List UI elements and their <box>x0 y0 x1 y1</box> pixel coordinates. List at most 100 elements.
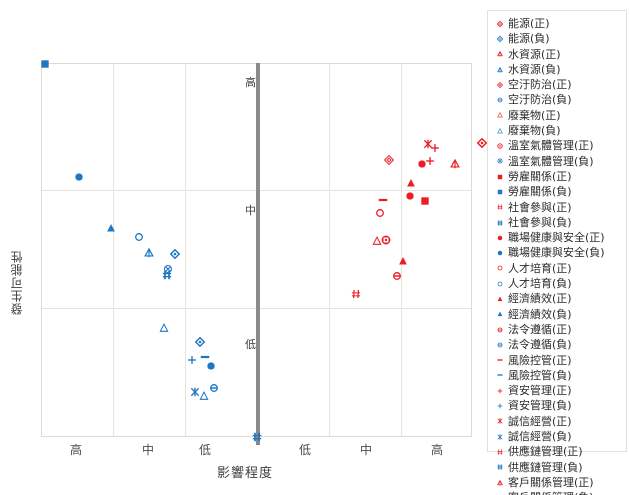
legend-item[interactable]: 溫室氣體管理(負) <box>493 154 624 169</box>
scatter-point-triangle-bar-negative[interactable] <box>144 247 154 258</box>
scatter-point-triangle-fill-positive[interactable] <box>399 256 407 265</box>
legend-item-label: 誠信經營(負) <box>508 430 572 444</box>
scatter-point-triangle-fill-positive[interactable] <box>407 178 415 187</box>
legend-item[interactable]: 勞雇關係(正) <box>493 169 624 184</box>
legend-item[interactable]: 勞雇關係(負) <box>493 184 624 199</box>
scatter-point-circle-fill-negative[interactable] <box>207 362 215 370</box>
scatter-point-circle-open-negative[interactable] <box>135 233 143 241</box>
legend-item-label: 經濟績效(負) <box>508 307 572 321</box>
scatter-point-hash-bold-negative[interactable] <box>162 270 172 280</box>
xtick-label: 中 <box>359 443 373 457</box>
legend-item[interactable]: 風險控管(負) <box>493 368 624 383</box>
legend-item[interactable]: 客戶關係管理(正) <box>493 475 624 490</box>
scatter-point-triangle-open-negative[interactable] <box>159 323 169 332</box>
hash-thin-icon <box>493 200 507 214</box>
legend-item[interactable]: 人才培育(負) <box>493 276 624 291</box>
legend-item-label: 客戶關係管理(正) <box>508 475 594 489</box>
scatter-point-dash-positive[interactable] <box>378 198 388 202</box>
scatter-point-triangle-open-positive[interactable] <box>372 236 382 245</box>
legend-item[interactable]: 廢棄物(負) <box>493 123 624 138</box>
legend-item[interactable]: 能源(正) <box>493 16 624 31</box>
legend-item-label: 法令遵循(負) <box>508 338 572 352</box>
legend-item[interactable]: 職場健康與安全(負) <box>493 245 624 260</box>
diamond-dot-icon <box>493 17 507 31</box>
legend-item[interactable]: 資安管理(負) <box>493 398 624 413</box>
scatter-point-circle-fill-negative[interactable] <box>75 173 83 181</box>
scatter-point-circle-fill-positive[interactable] <box>418 160 426 168</box>
legend-item-label: 誠信經營(正) <box>508 414 572 428</box>
legend-item-label: 勞雇關係(正) <box>508 169 572 183</box>
scatter-point-circle-cross-negative[interactable] <box>163 264 173 274</box>
legend-item[interactable]: 人才培育(正) <box>493 261 624 276</box>
scatter-point-x-star-negative[interactable] <box>190 387 200 397</box>
legend-item[interactable]: 社會參與(負) <box>493 215 624 230</box>
legend-item-label: 供應鏈管理(負) <box>508 460 583 474</box>
legend-item[interactable]: 能源(負) <box>493 31 624 46</box>
legend-item-label: 溫室氣體管理(負) <box>508 154 594 168</box>
triangle-open-icon <box>493 124 507 138</box>
scatter-point-circle-open-positive[interactable] <box>376 209 384 217</box>
legend-item-label: 溫室氣體管理(正) <box>508 139 594 153</box>
legend-item[interactable]: 法令遵循(正) <box>493 322 624 337</box>
legend-item-label: 職場健康與安全(正) <box>508 231 605 245</box>
legend-item[interactable]: 風險控管(正) <box>493 353 624 368</box>
legend-item-label: 水資源(正) <box>508 47 561 61</box>
scatter-point-square-negative[interactable] <box>41 60 49 68</box>
scatter-point-triangle-open-negative[interactable] <box>199 391 209 400</box>
xtick-label: 低 <box>198 443 212 457</box>
scatter-point-circle-fill-positive[interactable] <box>406 192 414 200</box>
scatter-point-triangle-bar-positive[interactable] <box>450 158 460 169</box>
xtick-label: 高 <box>430 443 444 457</box>
scatter-point-triangle-fill-negative[interactable] <box>107 223 115 232</box>
legend-item-label: 資安管理(正) <box>508 384 572 398</box>
hash-bold-icon <box>493 460 507 474</box>
y-axis-title: 發生可能性 <box>10 250 24 315</box>
circle-cross-icon <box>493 154 507 168</box>
legend-item[interactable]: 廢棄物(正) <box>493 108 624 123</box>
legend-item-label: 職場健康與安全(負) <box>508 246 605 260</box>
circle-minus-icon <box>493 323 507 337</box>
scatter-point-diamond-open-positive[interactable] <box>383 154 395 166</box>
legend-item[interactable]: 水資源(正) <box>493 47 624 62</box>
scatter-point-diamond-dot-negative[interactable] <box>169 248 181 260</box>
triangle-bar-icon <box>493 47 507 61</box>
legend-item[interactable]: 空汙防治(負) <box>493 92 624 107</box>
scatter-point-hash-thin-positive[interactable] <box>351 289 361 299</box>
legend-item[interactable]: 客戶關係管理(負) <box>493 490 624 495</box>
legend-item[interactable]: 資安管理(正) <box>493 383 624 398</box>
legend-item-label: 資安管理(負) <box>508 399 572 413</box>
legend-item[interactable]: 空汙防治(正) <box>493 77 624 92</box>
legend-item[interactable]: 法令遵循(負) <box>493 337 624 352</box>
zone-label-medium: 中 <box>245 204 256 217</box>
triangle-fill-icon <box>493 307 507 321</box>
legend-item[interactable]: 社會參與(正) <box>493 200 624 215</box>
triangle-bar-icon <box>493 63 507 77</box>
scatter-point-square-positive[interactable] <box>421 197 429 205</box>
scatter-point-hash-bold-negative[interactable] <box>252 432 262 442</box>
legend-item[interactable]: 誠信經營(正) <box>493 414 624 429</box>
legend-item[interactable]: 水資源(負) <box>493 62 624 77</box>
plus-icon <box>493 399 507 413</box>
scatter-point-dash-negative[interactable] <box>200 355 210 359</box>
legend-item[interactable]: 溫室氣體管理(正) <box>493 138 624 153</box>
legend-item[interactable]: 供應鏈管理(負) <box>493 460 624 475</box>
scatter-point-x-star-positive[interactable] <box>423 139 433 149</box>
legend-item[interactable]: 誠信經營(負) <box>493 429 624 444</box>
legend-item[interactable]: 經濟績效(正) <box>493 291 624 306</box>
legend-item[interactable]: 供應鏈管理(正) <box>493 444 624 459</box>
scatter-point-diamond-dot-negative[interactable] <box>194 336 206 348</box>
scatter-point-circle-minus-positive[interactable] <box>393 272 401 280</box>
gridline-vertical <box>185 64 186 436</box>
gridline-vertical <box>113 64 114 436</box>
scatter-point-diamond-dot-positive[interactable] <box>476 137 488 149</box>
scatter-point-plus-positive[interactable] <box>426 157 434 165</box>
scatter-point-plus-positive[interactable] <box>431 144 439 152</box>
scatter-point-circle-gear-positive[interactable] <box>381 235 391 245</box>
legend-item[interactable]: 經濟績效(負) <box>493 307 624 322</box>
scatter-point-circle-minus-negative[interactable] <box>210 384 218 392</box>
scatter-point-plus-negative[interactable] <box>188 356 196 364</box>
legend-item-label: 廢棄物(正) <box>508 108 561 122</box>
legend-item[interactable]: 職場健康與安全(正) <box>493 230 624 245</box>
triangle-fill-icon <box>493 292 507 306</box>
